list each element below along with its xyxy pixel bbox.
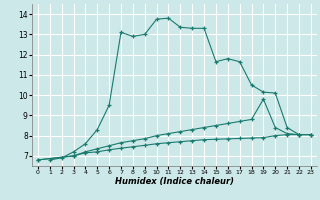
X-axis label: Humidex (Indice chaleur): Humidex (Indice chaleur) — [115, 177, 234, 186]
